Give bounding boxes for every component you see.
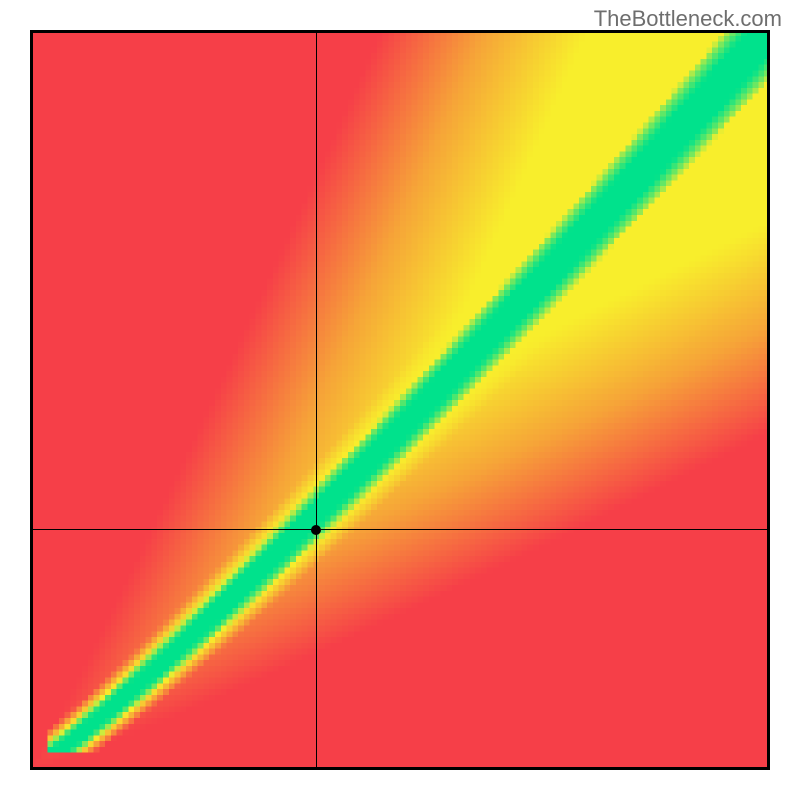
page-container: TheBottleneck.com bbox=[0, 0, 800, 800]
watermark-text: TheBottleneck.com bbox=[594, 6, 782, 32]
heatmap-canvas bbox=[30, 30, 770, 770]
chart-wrapper bbox=[30, 30, 770, 770]
